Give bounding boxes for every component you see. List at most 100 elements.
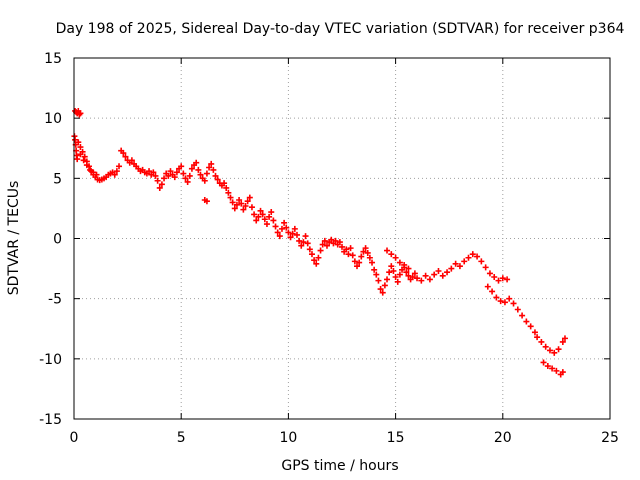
data-point <box>180 170 187 177</box>
data-point <box>431 271 438 278</box>
data-point <box>291 225 298 232</box>
data-point <box>302 233 309 240</box>
data-point <box>154 177 161 184</box>
data-point <box>499 275 506 282</box>
data-point <box>308 251 315 258</box>
data-point <box>371 266 378 273</box>
data-point <box>486 270 493 277</box>
data-point <box>77 151 84 158</box>
data-point <box>366 254 373 261</box>
data-point <box>227 194 234 201</box>
data-point <box>212 172 219 179</box>
data-point <box>208 160 215 167</box>
data-point <box>178 163 185 170</box>
y-tick-label: 15 <box>44 51 62 67</box>
data-point <box>313 260 320 267</box>
data-point <box>409 274 416 281</box>
data-point <box>351 258 358 265</box>
data-point <box>74 156 81 163</box>
data-point <box>384 247 391 254</box>
data-point <box>414 275 421 282</box>
data-point <box>411 270 418 277</box>
data-point <box>300 239 307 246</box>
data-point <box>384 276 391 283</box>
data-point <box>555 346 562 353</box>
data-point <box>493 294 500 301</box>
grid-lines <box>74 58 610 419</box>
data-point <box>161 175 168 182</box>
data-point <box>229 199 236 206</box>
data-point <box>266 213 273 220</box>
data-point <box>80 157 87 164</box>
y-tick-label: 10 <box>44 111 62 127</box>
data-point <box>184 178 191 185</box>
data-point <box>405 272 412 279</box>
data-point <box>240 206 247 213</box>
data-point <box>323 242 330 249</box>
data-point <box>388 263 395 270</box>
data-point <box>354 263 361 270</box>
data-point <box>122 153 129 160</box>
data-point <box>426 276 433 283</box>
data-point <box>263 221 270 228</box>
y-tick-label: 5 <box>53 171 62 187</box>
axis-ticks: 0 5 10 15 20 25 -15 -10 -5 0 5 10 15 <box>39 51 619 446</box>
data-point <box>90 169 97 176</box>
data-point <box>540 359 547 366</box>
data-point <box>336 239 343 246</box>
data-point <box>128 157 135 164</box>
data-point <box>484 283 491 290</box>
data-point <box>315 254 322 261</box>
data-point <box>553 367 560 374</box>
data-point <box>274 229 281 236</box>
data-point <box>231 205 238 212</box>
data-point <box>221 180 228 187</box>
data-point <box>546 347 553 354</box>
data-point <box>347 245 354 252</box>
data-point <box>388 251 395 258</box>
data-point <box>501 299 508 306</box>
data-point <box>373 271 380 278</box>
data-point <box>270 217 277 224</box>
data-point <box>439 272 446 279</box>
data-point <box>396 271 403 278</box>
data-point <box>386 269 393 276</box>
data-point <box>444 269 451 276</box>
data-point <box>236 196 243 203</box>
data-point <box>364 249 371 256</box>
data-point <box>343 246 350 253</box>
data-point <box>111 171 118 178</box>
data-point <box>203 198 210 205</box>
data-point <box>381 282 388 289</box>
x-tick-label: 25 <box>601 430 619 446</box>
data-point <box>248 204 255 211</box>
data-point <box>538 338 545 345</box>
data-point <box>261 216 268 223</box>
data-point <box>113 168 120 175</box>
data-point <box>77 110 84 117</box>
data-point <box>188 165 195 172</box>
plot-frame <box>73 57 611 420</box>
data-point <box>246 194 253 201</box>
data-point <box>281 219 288 226</box>
data-point <box>345 251 352 258</box>
data-point <box>549 365 556 372</box>
data-point <box>392 254 399 261</box>
data-point <box>276 233 283 240</box>
x-axis-label: GPS time / hours <box>281 458 398 474</box>
data-point <box>519 312 526 319</box>
data-point <box>116 163 123 170</box>
data-point <box>251 211 258 218</box>
data-point <box>173 169 180 176</box>
data-point <box>283 224 290 231</box>
data-point <box>193 159 200 166</box>
data-point <box>293 231 300 238</box>
chart-title: Day 198 of 2025, Sidereal Day-to-day VTE… <box>56 21 625 37</box>
data-point <box>422 272 429 279</box>
data-point <box>497 298 504 305</box>
x-tick-label: 15 <box>387 430 405 446</box>
data-point <box>206 164 213 171</box>
data-point <box>328 236 335 243</box>
data-point <box>77 144 84 151</box>
